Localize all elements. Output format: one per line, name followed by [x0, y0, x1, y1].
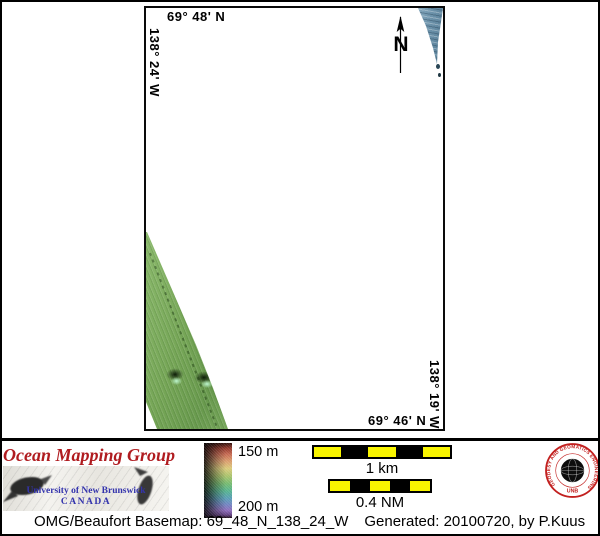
university-name: University of New Brunswick — [26, 486, 146, 496]
omg-title: Ocean Mapping Group — [3, 445, 176, 465]
map-frame: 69° 48' N 138° 24' W 138° 19' W 69° 46' … — [144, 6, 445, 431]
omg-logo-panel: Ocean Mapping Group University of New Br… — [3, 442, 176, 511]
latitude-label-top: 69° 48' N — [167, 9, 226, 24]
longitude-label-right: 138° 19' W — [427, 360, 442, 429]
north-label: N — [393, 33, 409, 56]
caption-generated: Generated: 20100720, by P.Kuus — [364, 513, 586, 530]
bathymetry-speckle — [436, 64, 440, 69]
bottom-bar-divider — [0, 438, 600, 441]
depth-max-label: 200 m — [238, 499, 279, 515]
bathymetry-swath-green — [146, 232, 228, 429]
sonar-fish-icon — [3, 467, 153, 505]
survey-trackline — [149, 252, 222, 429]
scale-bar-nm-label: 0.4 NM — [355, 494, 405, 511]
bathymetry-speckle — [438, 73, 441, 77]
seal-inner-ring — [555, 453, 590, 488]
scale-bar-km — [312, 445, 452, 459]
unb-seal: GEODESY AND GEOMATICS ENGINEERING UNB — [544, 442, 600, 499]
seabed-feature-highlight — [201, 380, 213, 388]
scale-bar-nm — [328, 479, 432, 493]
sidescan-sonar-image — [3, 466, 169, 511]
globe-icon — [560, 458, 585, 483]
caption-line: OMG/Beaufort Basemap: 69_48_N_138_24_W Ge… — [34, 513, 585, 530]
caption-basemap: OMG/Beaufort Basemap: 69_48_N_138_24_W — [34, 513, 349, 530]
seabed-feature-highlight — [171, 377, 182, 385]
latitude-label-bottom: 69° 46' N — [368, 413, 427, 428]
country-name: CANADA — [60, 497, 112, 507]
depth-colorbar — [204, 443, 232, 518]
north-arrow-icon — [393, 16, 408, 74]
depth-min-label: 150 m — [238, 444, 279, 460]
longitude-label-left: 138° 24' W — [147, 28, 162, 97]
scale-bar-km-label: 1 km — [365, 460, 399, 477]
seal-unb-text: UNB — [567, 488, 579, 494]
